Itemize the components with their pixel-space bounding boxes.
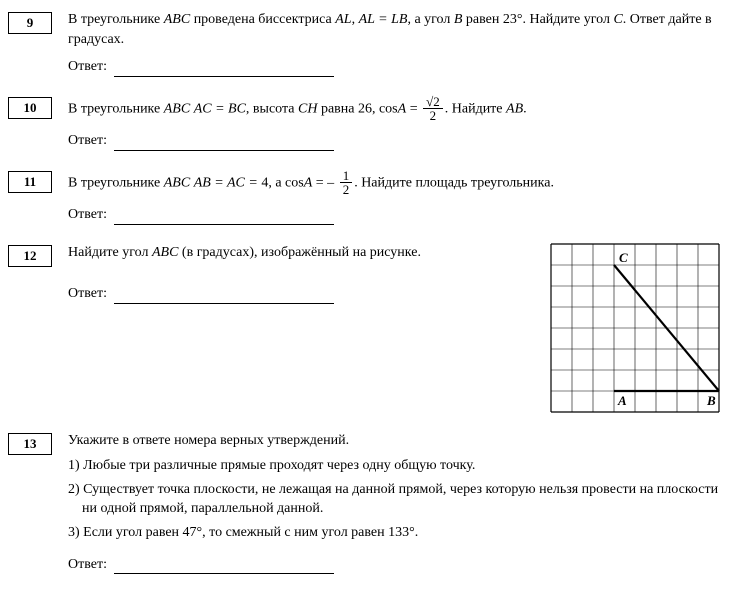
text: , [352,12,359,27]
statements: 1) Любые три различные прямые проходят ч… [68,456,720,542]
problem-body: В треугольнике ABC проведена биссектриса… [68,10,720,77]
answer-label: Ответ: [68,59,107,74]
eq: AL = LB [359,12,408,27]
problem-10: 10 В треугольнике ABC AC = BC, высота CH… [8,95,720,151]
svg-text:A: A [617,393,627,408]
problem-body: В треугольнике ABC AB = AC = 4, а cosA =… [68,169,720,225]
text: равен 23°. Найдите угол [462,12,613,27]
eq: AB = AC = [194,175,262,190]
answer-row: Ответ: [68,131,720,151]
frac-den: 2 [423,109,443,123]
answer-input[interactable] [114,136,334,151]
problem-9: 9 В треугольнике ABC проведена биссектри… [8,10,720,77]
text: В треугольнике [68,101,164,116]
var-al: AL [335,12,351,27]
text: . [523,101,527,116]
problem-number: 11 [8,171,52,193]
problem-number: 13 [8,433,52,455]
text: , а угол [407,12,453,27]
text: равна 26, [317,101,379,116]
answer-label: Ответ: [68,133,107,148]
answer-label: Ответ: [68,286,107,301]
var-c: C [613,12,622,27]
svg-text:C: C [619,250,628,265]
answer-row: Ответ: [68,284,538,304]
statement-1: 1) Любые три различные прямые проходят ч… [68,456,720,476]
frac-num: √2 [423,95,443,110]
problem-body: Укажите в ответе номера верных утвержден… [68,431,720,575]
answer-input[interactable] [114,210,334,225]
answer-row: Ответ: [68,205,720,225]
text: (в градусах), изображённый на рисунке. [178,245,421,260]
text: . Найдите площадь треугольника. [354,175,554,190]
text: проведена биссектриса [190,12,335,27]
problem-body: Найдите угол A B C (в градусах), изображён… [68,243,720,413]
statement-3: 3) Если угол равен 47°, то смежный с ним… [68,523,720,543]
var-abc: ABC [152,245,178,260]
var-abc: ABC [164,101,190,116]
text: В треугольнике [68,12,164,27]
text: Найдите угол [68,245,152,260]
answer-input[interactable] [114,559,334,574]
var-a: A [398,101,407,116]
answer-row: Ответ: [68,57,720,77]
problem-11: 11 В треугольнике ABC AB = AC = 4, а cos… [8,169,720,225]
eq-sign: = [406,101,421,116]
frac-den: 2 [340,183,353,197]
text: , а [268,175,285,190]
var-abc: ABC [164,12,190,27]
var-a: A [304,175,313,190]
cos: cos [379,101,398,116]
problem-body: В треугольнике ABC AC = BC, высота CH ра… [68,95,720,151]
problem-number: 10 [8,97,52,119]
answer-input[interactable] [114,62,334,77]
eq: AC = BC [194,101,246,116]
answer-input[interactable] [114,289,334,304]
frac-num: 1 [340,169,353,184]
var-ch: CH [298,101,317,116]
problem-number: 9 [8,12,52,34]
cos: cos [285,175,304,190]
statement-2: 2) Существует точка плоскости, не лежаща… [68,480,720,519]
fraction: 12 [340,169,353,197]
svg-text:B: B [706,393,716,408]
problem-13: 13 Укажите в ответе номера верных утверж… [8,431,720,575]
answer-label: Ответ: [68,557,107,572]
answer-label: Ответ: [68,207,107,222]
var-ab: AB [506,101,523,116]
answer-row: Ответ: [68,555,720,575]
var-abc: ABC [164,175,190,190]
figure-grid: A B C [550,243,720,413]
text: Укажите в ответе номера верных утвержден… [68,433,349,448]
problem-number: 12 [8,245,52,267]
problem-12: 12 Найдите угол A B C (в градусах), изобра… [8,243,720,413]
fraction: √22 [423,95,443,123]
text: В треугольнике [68,175,164,190]
text: , высота [246,101,298,116]
text: . Найдите [445,101,506,116]
eq-sign: = – [312,175,337,190]
